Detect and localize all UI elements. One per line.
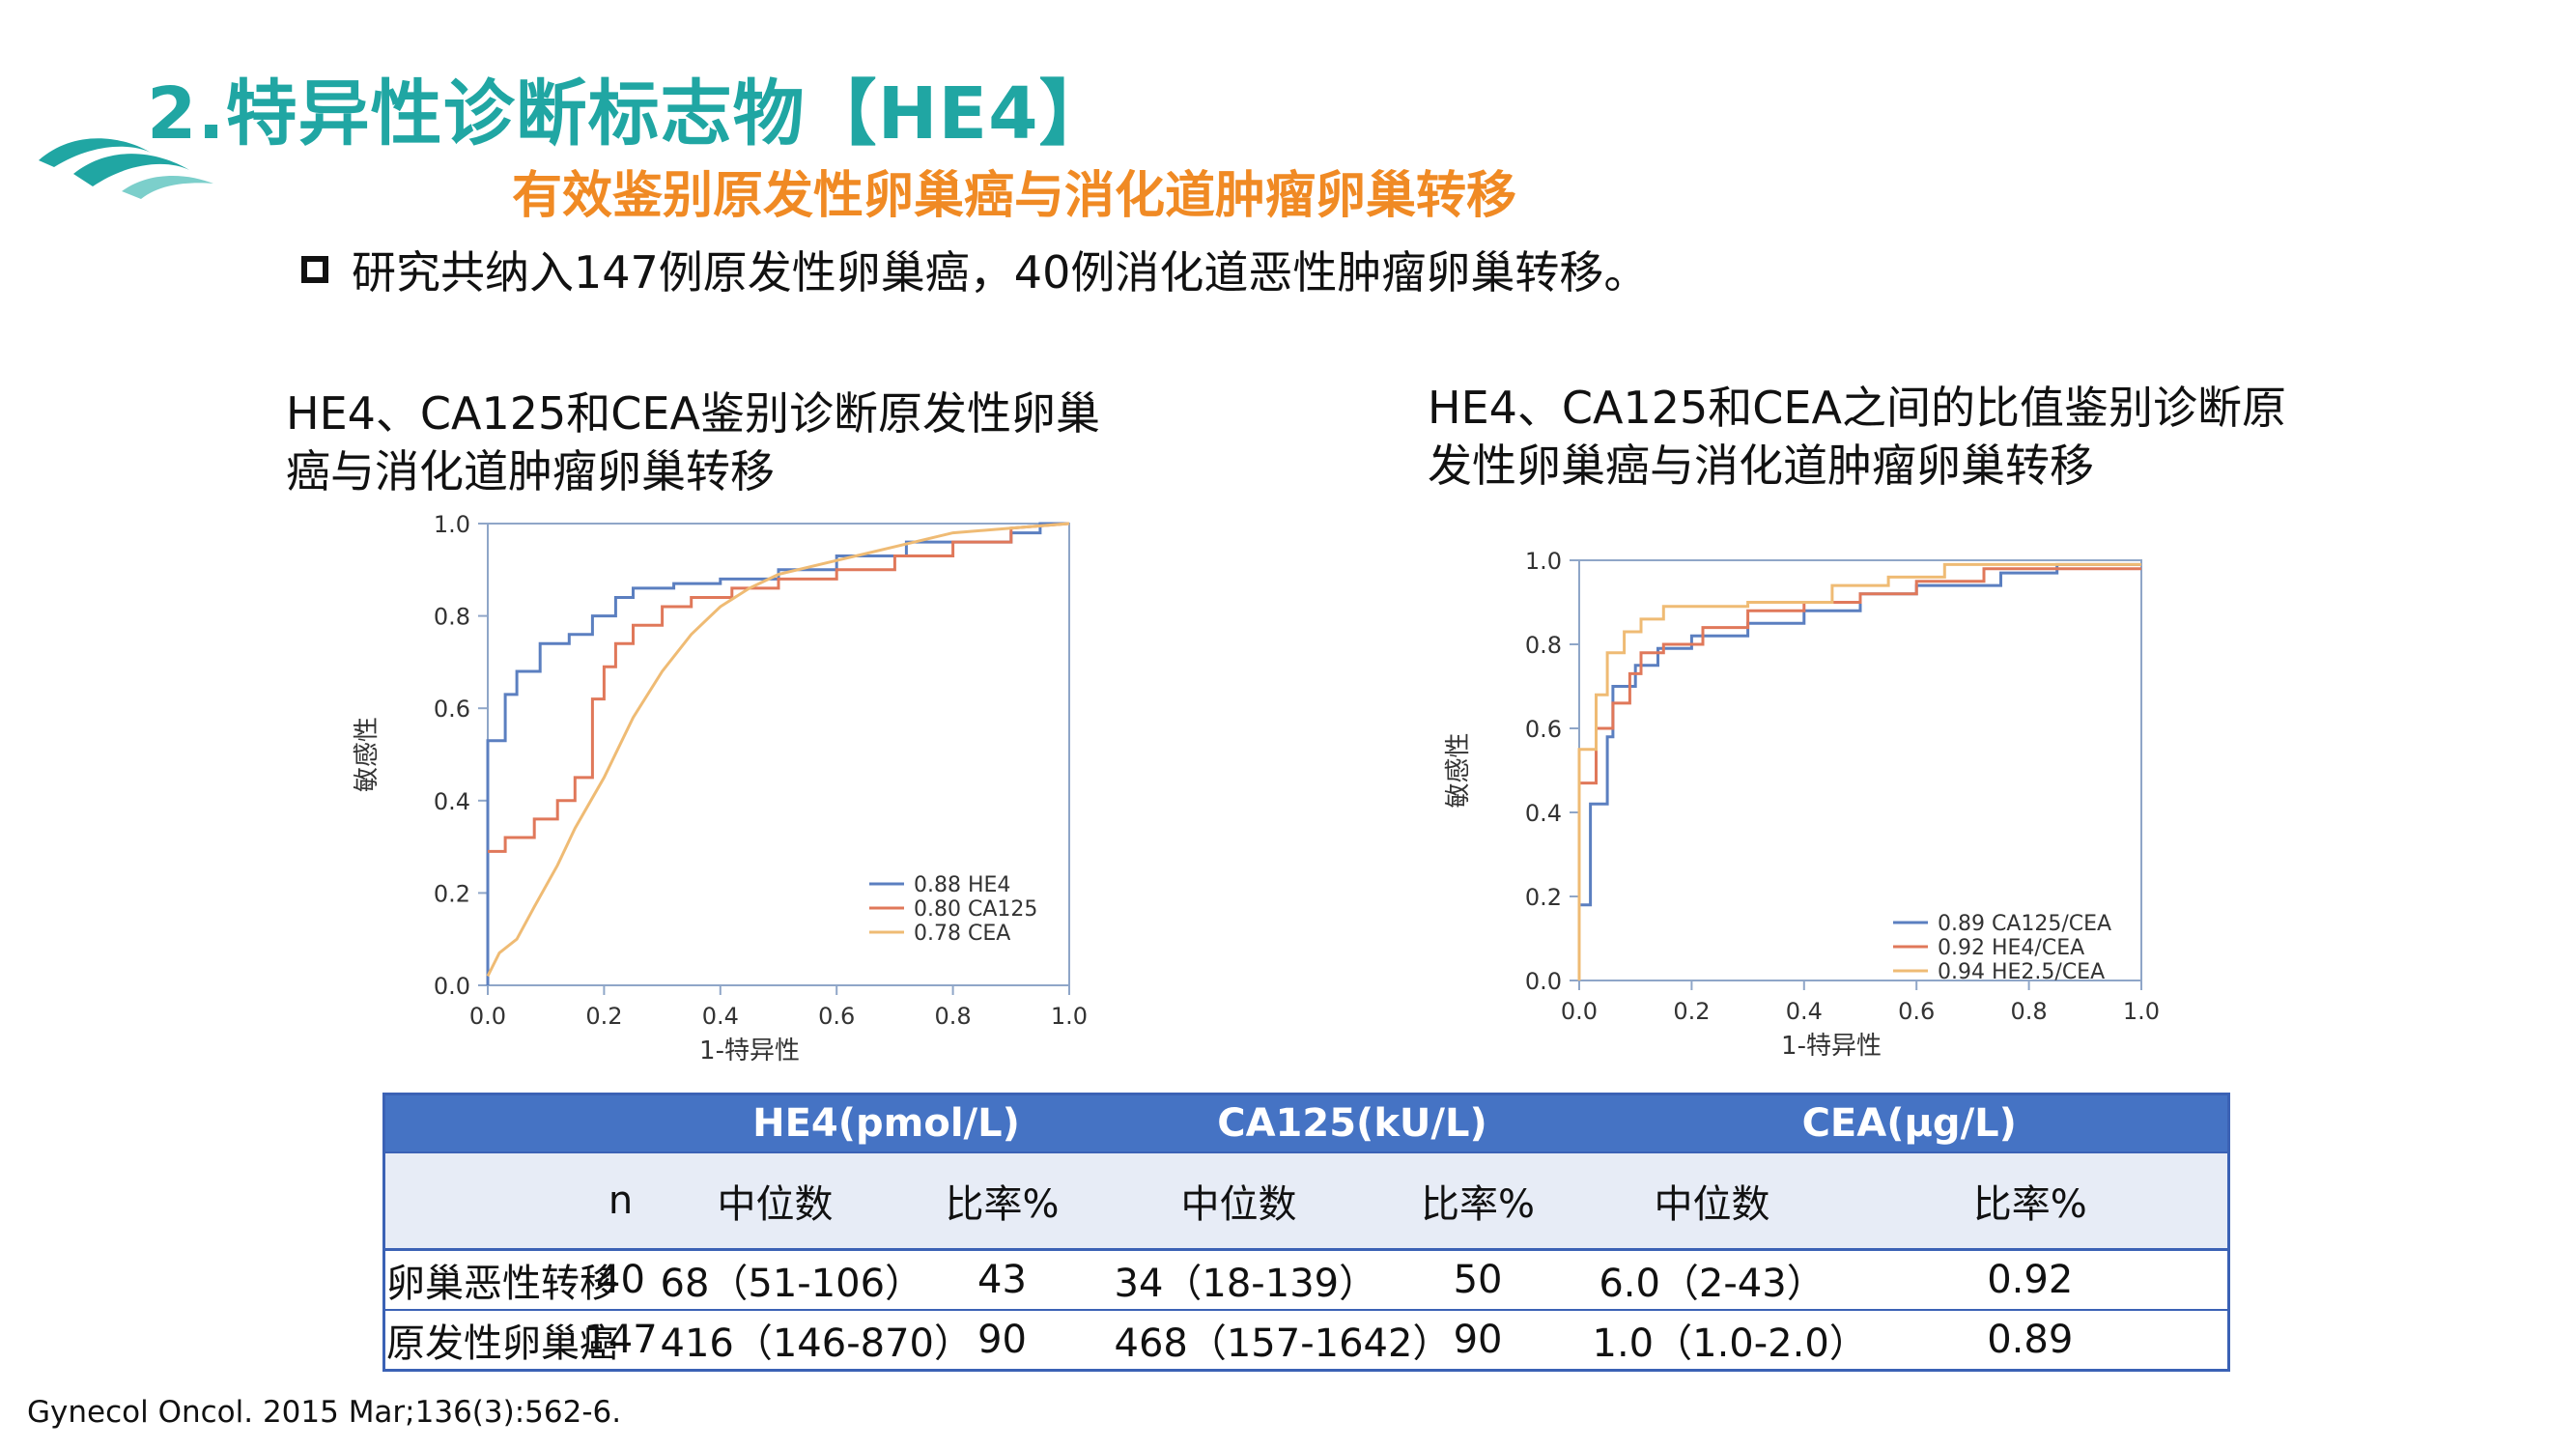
x-tick-label: 1.0 [1051,1003,1088,1030]
table-cell: 90 [1364,1310,1592,1372]
x-tick-label: 0.0 [1561,998,1598,1025]
table-subheader: 比率% [891,1151,1114,1251]
y-tick-label: 0.8 [434,604,470,631]
table-subheader: 比率% [1364,1151,1592,1251]
square-bullet-icon [301,256,328,283]
table-subheader: 中位数 [1113,1151,1365,1251]
x-tick-label: 0.4 [1786,998,1823,1025]
table-cell: 416（146-870） [659,1310,973,1372]
table-cell: 原发性卵巢癌 [383,1310,618,1372]
table-cell: 34（18-139） [1113,1249,1377,1311]
table-subheader: 中位数 [659,1151,892,1251]
table-header-blank [383,1094,660,1152]
right-chart-caption-line2: 发性卵巢癌与消化道肿瘤卵巢转移 [1428,440,2094,492]
table-group-header-row: HE4(pmol/L) CA125(kU/L) CEA(μg/L) [383,1094,2229,1152]
table-cell: 0.92 [1832,1249,2229,1311]
legend-label: 0.89 CA125/CEA [1938,912,2111,936]
table-cell: 6.0（2-43） [1591,1249,1833,1311]
y-tick-label: 0.4 [434,788,470,815]
series-line [486,522,1069,985]
table-subheader: 比率% [1832,1151,2229,1251]
y-tick-label: 0.0 [434,973,470,1000]
left-chart-caption: HE4、CA125和CEA鉴别诊断原发性卵巢 癌与消化道肿瘤卵巢转移 [286,384,1100,500]
y-tick-label: 0.0 [1525,968,1562,995]
y-tick-label: 0.4 [1525,800,1562,827]
x-tick-label: 0.2 [1673,998,1710,1025]
x-tick-label: 0.8 [935,1003,972,1030]
table-cell: 卵巢恶性转移 [383,1249,618,1311]
table-cell: 50 [1364,1249,1592,1311]
y-tick-label: 1.0 [1525,548,1562,575]
right-chart-caption: HE4、CA125和CEA之间的比值鉴别诊断原 发性卵巢癌与消化道肿瘤卵巢转移 [1428,379,2286,495]
x-tick-label: 0.6 [818,1003,855,1030]
x-tick-label: 1.0 [2123,998,2160,1025]
citation: Gynecol Oncol. 2015 Mar;136(3):562-6. [27,1395,622,1430]
y-tick-label: 1.0 [434,511,470,538]
table-cell: 468（157-1642） [1113,1310,1451,1372]
marker-table-wrapper: HE4(pmol/L) CA125(kU/L) CEA(μg/L) n 中位数 … [382,1093,2231,1372]
left-chart-caption-line2: 癌与消化道肿瘤卵巢转移 [286,445,775,497]
bullet-row: 研究共纳入147例原发性卵巢癌，40例消化道恶性肿瘤卵巢转移。 [301,238,1648,301]
table-cell: 0.89 [1832,1310,2229,1372]
table-cell: 68（51-106） [659,1249,923,1311]
y-tick-label: 0.8 [1525,632,1562,659]
table-group-ca125: CA125(kU/L) [1113,1094,1592,1152]
right-chart-caption-line1: HE4、CA125和CEA之间的比值鉴别诊断原 [1428,382,2286,434]
x-axis-label: 1-特异性 [699,1037,800,1065]
table-subheader: 中位数 [1591,1151,1833,1251]
page-title: 2.特异性诊断标志物【HE4】 [147,72,1112,156]
legend-label: 0.92 HE4/CEA [1938,936,2084,960]
bullet-text: 研究共纳入147例原发性卵巢癌，40例消化道恶性肿瘤卵巢转移。 [352,246,1649,298]
roc-chart-left: 0.0 0.2 0.4 0.6 0.8 1.0 0.0 0.2 0.4 0.6 0.8 1.0 1-特异… [353,511,1088,1065]
table-cell: 147 [581,1310,660,1372]
x-tick-label: 0.6 [1898,998,1935,1025]
series-line [1577,567,2141,980]
x-axis-label: 1-特异性 [1781,1032,1882,1061]
x-tick-label: 0.0 [469,1003,506,1030]
x-tick-label: 0.2 [585,1003,622,1030]
x-tick-label: 0.4 [702,1003,739,1030]
y-axis-label: 敏感性 [353,717,382,792]
series-line [1577,562,2141,980]
y-axis-label: 敏感性 [1444,732,1473,808]
table-group-he4: HE4(pmol/L) [659,1094,1114,1152]
legend-label: 0.78 CEA [914,922,1010,946]
page-subtitle: 有效鉴别原发性卵巢癌与消化道肿瘤卵巢转移 [512,167,1517,225]
table-row: 卵巢恶性转移 40 68（51-106） 43 34（18-139） 50 6.… [383,1249,2229,1311]
series-line [1577,562,2141,980]
table-subheader: n [581,1151,660,1251]
y-tick-label: 0.6 [434,696,470,723]
table-cell: 90 [891,1310,1114,1372]
legend-label: 0.80 CA125 [914,897,1037,922]
y-tick-label: 0.6 [1525,716,1562,743]
roc-chart-right: 0.0 0.2 0.4 0.6 0.8 1.0 0.0 0.2 0.4 0.6 0.8 1.0 1-特异… [1444,548,2160,1061]
table-subheader [383,1151,582,1251]
legend-label: 0.88 HE4 [914,873,1010,897]
logo-waves [39,138,213,199]
series-line [488,522,1070,853]
x-tick-label: 0.8 [2011,998,2048,1025]
table-cell: 1.0（1.0-2.0） [1591,1310,1868,1372]
y-tick-label: 0.2 [1525,884,1562,911]
table-row: 原发性卵巢癌 147 416（146-870） 90 468（157-1642）… [383,1310,2229,1372]
legend-label: 0.94 HE2.5/CEA [1938,960,2105,984]
marker-table: HE4(pmol/L) CA125(kU/L) CEA(μg/L) n 中位数 … [382,1093,2231,1372]
y-tick-label: 0.2 [434,880,470,907]
table-cell: 40 [581,1249,660,1311]
table-subheader-row: n 中位数 比率% 中位数 比率% 中位数 比率% [383,1151,2229,1251]
left-chart-caption-line1: HE4、CA125和CEA鉴别诊断原发性卵巢 [286,387,1100,440]
table-group-cea: CEA(μg/L) [1591,1094,2229,1152]
series-line [486,522,1070,978]
table-cell: 43 [891,1249,1114,1311]
